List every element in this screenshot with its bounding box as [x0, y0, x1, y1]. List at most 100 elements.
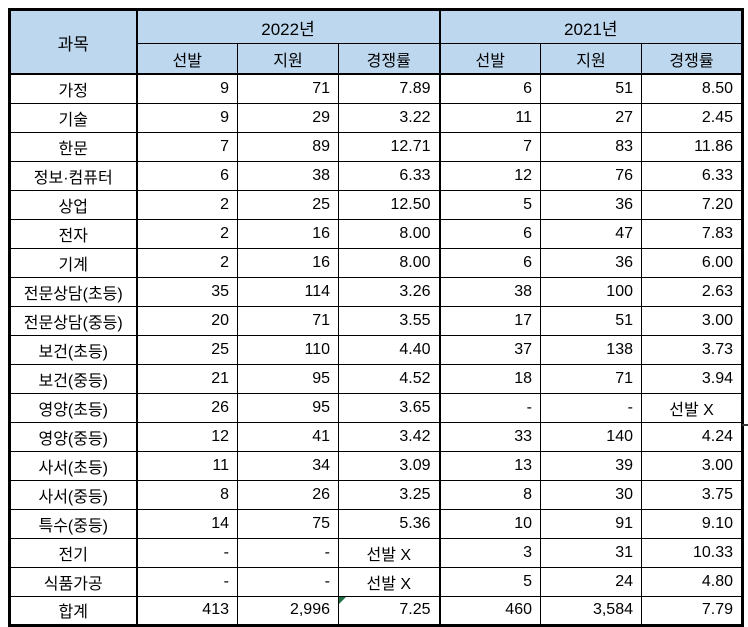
table-row: 정보·컴퓨터 6 38 6.33 12 76 6.33	[9, 160, 744, 191]
value-cell: 3.00	[640, 450, 744, 481]
value-cell: 12.50	[338, 189, 440, 220]
value-cell: 7	[438, 131, 541, 162]
value-cell: 2	[135, 189, 238, 220]
right-edge-tick	[742, 424, 748, 426]
value-cell: 6.33	[338, 160, 440, 191]
table-row: 영양(초등) 26 95 3.65- - 선발 X	[9, 392, 744, 423]
subject-cell: 기계	[9, 247, 137, 278]
value-cell: 6	[438, 73, 541, 104]
competition-rate-table: 과목 2022년 2021년 선발 지원 경쟁률 선발 지원 경쟁률 가정 9 71 7.89 6…	[8, 8, 745, 627]
col-header-2022년-지원: 지원	[237, 43, 339, 75]
value-cell: 9.10	[640, 508, 744, 539]
value-cell: 18	[438, 363, 541, 394]
value-cell: 9	[135, 102, 238, 133]
value-cell: 12	[438, 160, 541, 191]
subject-cell: 전자	[9, 218, 137, 249]
value-cell: 7.83	[640, 218, 744, 249]
value-cell: 12.71	[338, 131, 440, 162]
value-cell: 8.00	[338, 247, 440, 278]
year-2022-header: 2022년	[135, 9, 440, 44]
value-cell: 76	[540, 160, 642, 191]
value-cell: -	[237, 566, 339, 597]
value-cell: 4.80	[640, 566, 744, 597]
value-cell: 7	[135, 131, 238, 162]
value-cell: 6	[438, 218, 541, 249]
subject-cell: 사서(중등)	[9, 479, 137, 510]
subject-cell: 영양(초등)	[9, 392, 137, 423]
value-cell: 3.26	[338, 276, 440, 307]
value-cell: 3.75	[640, 479, 744, 510]
value-cell: 21	[135, 363, 238, 394]
table-row: 합계 413 2,996 7.25 460 3,584 7.79	[9, 595, 744, 626]
value-cell: 6	[438, 247, 541, 278]
value-cell: 5.36	[338, 508, 440, 539]
value-cell: 3	[438, 537, 541, 568]
value-cell: 75	[237, 508, 339, 539]
value-cell: 27	[540, 102, 642, 133]
table-row: 상업 2 25 12.50 5 36 7.20	[9, 189, 744, 220]
value-cell: 2	[135, 247, 238, 278]
table-row: 특수(중등) 14 75 5.36 10 91 9.10	[9, 508, 744, 539]
subject-cell: 전기	[9, 537, 137, 568]
value-cell: 7.79	[640, 595, 744, 626]
value-cell: 선발 X	[338, 537, 440, 568]
value-cell: 3,584	[540, 595, 642, 626]
subject-cell: 상업	[9, 189, 137, 220]
subject-cell: 기술	[9, 102, 137, 133]
value-cell: 140	[540, 421, 642, 452]
table-row: 전자 2 16 8.00 6 47 7.83	[9, 218, 744, 249]
value-cell: 선발 X	[338, 566, 440, 597]
table-body: 가정 9 71 7.89 6 51 8.50 기술 9 29 3.22 11 27 2.45 한문 7 89 12…	[9, 73, 744, 626]
value-cell: 4.40	[338, 334, 440, 365]
value-cell: 4.52	[338, 363, 440, 394]
value-cell: 138	[540, 334, 642, 365]
value-cell: 41	[237, 421, 339, 452]
value-cell: 3.00	[640, 305, 744, 336]
value-cell: -	[237, 537, 339, 568]
value-cell: 39	[540, 450, 642, 481]
value-cell: 30	[540, 479, 642, 510]
value-cell: 26	[237, 479, 339, 510]
value-cell: 6.00	[640, 247, 744, 278]
table-row: 사서(중등) 8 26 3.25 8 30 3.75	[9, 479, 744, 510]
col-header-2022년-경쟁률: 경쟁률	[338, 43, 440, 75]
value-cell: 36	[540, 189, 642, 220]
value-cell: 3.22	[338, 102, 440, 133]
value-cell: -	[135, 537, 238, 568]
subject-cell: 특수(중등)	[9, 508, 137, 539]
excel-error-marker-icon	[339, 597, 346, 604]
value-cell: 8	[135, 479, 238, 510]
value-cell: 29	[237, 102, 339, 133]
value-cell: 7.25	[338, 595, 440, 626]
value-cell: 6	[135, 160, 238, 191]
value-cell: 11	[135, 450, 238, 481]
subject-cell: 합계	[9, 595, 137, 626]
subcolumn-header-row: 선발 지원 경쟁률 선발 지원 경쟁률	[10, 43, 744, 75]
value-cell: 37	[438, 334, 541, 365]
value-cell: 11	[438, 102, 541, 133]
value-cell: 16	[237, 218, 339, 249]
value-cell: 3.94	[640, 363, 744, 394]
value-cell: 26	[135, 392, 238, 423]
subject-cell: 전문상담(초등)	[9, 276, 137, 307]
value-cell: 8.50	[640, 73, 744, 104]
value-cell: 114	[237, 276, 339, 307]
value-cell: 8.00	[338, 218, 440, 249]
value-cell: 35	[135, 276, 238, 307]
value-cell: 38	[237, 160, 339, 191]
value-cell: 71	[237, 73, 339, 104]
value-cell: 3.09	[338, 450, 440, 481]
value-cell: 36	[540, 247, 642, 278]
value-cell: 10	[438, 508, 541, 539]
value-cell: 2	[135, 218, 238, 249]
value-cell: 20	[135, 305, 238, 336]
value-cell: 9	[135, 73, 238, 104]
value-cell: 51	[540, 73, 642, 104]
table-row: 보건(중등) 21 95 4.52 18 71 3.94	[9, 363, 744, 394]
value-cell: 89	[237, 131, 339, 162]
value-cell: 12	[135, 421, 238, 452]
value-cell: 413	[135, 595, 238, 626]
value-cell: 7.89	[338, 73, 440, 104]
value-cell: 8	[438, 479, 541, 510]
